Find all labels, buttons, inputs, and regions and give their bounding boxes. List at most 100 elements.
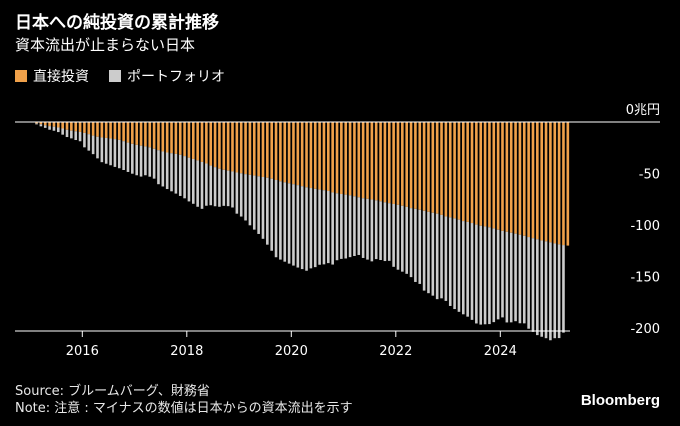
bar-portfolio	[252, 175, 256, 230]
bar-portfolio	[422, 210, 426, 291]
bar-direct-investment	[283, 122, 287, 183]
bar-direct-investment	[174, 122, 178, 154]
bloomberg-logo: Bloomberg	[580, 392, 660, 409]
bar-portfolio	[448, 217, 452, 306]
bar-direct-investment	[83, 122, 86, 133]
bar-direct-investment	[540, 122, 543, 241]
bar-direct-investment	[544, 122, 548, 242]
bar-direct-investment	[205, 122, 208, 164]
bar-portfolio	[505, 231, 509, 323]
bar-portfolio	[457, 219, 461, 312]
bar-direct-investment	[531, 122, 535, 239]
bar-portfolio	[492, 228, 496, 323]
bar-portfolio	[183, 156, 186, 199]
bar-portfolio	[540, 240, 543, 337]
bar-portfolio	[401, 205, 404, 272]
bar-portfolio	[544, 241, 548, 339]
bar-portfolio	[496, 229, 500, 320]
bar-portfolio	[109, 138, 112, 166]
bar-direct-investment	[322, 122, 326, 191]
bar-direct-investment	[183, 122, 186, 157]
bar-direct-investment	[274, 122, 278, 180]
bar-direct-investment	[139, 122, 143, 146]
bar-portfolio	[300, 186, 304, 270]
y-tick-label: -150	[630, 271, 660, 286]
bar-portfolio	[231, 171, 234, 208]
bar-portfolio	[261, 177, 265, 239]
bar-portfolio	[196, 160, 199, 207]
bar-portfolio	[113, 139, 117, 167]
x-tick-label: 2024	[484, 344, 517, 359]
bar-direct-investment	[109, 122, 112, 139]
bar-portfolio	[509, 232, 513, 323]
bar-direct-investment	[483, 122, 487, 227]
bar-portfolio	[257, 176, 260, 234]
bar-direct-investment	[370, 122, 374, 200]
bar-portfolio	[279, 181, 282, 260]
bar-direct-investment	[213, 122, 217, 168]
bar-portfolio	[91, 135, 95, 155]
legend-label-direct: 直接投資	[33, 69, 89, 85]
bar-portfolio	[170, 153, 173, 192]
x-tick-label: 2018	[170, 344, 203, 359]
bar-portfolio	[305, 187, 308, 271]
bar-portfolio	[161, 151, 165, 187]
bar-portfolio	[366, 198, 369, 260]
bar-portfolio	[148, 147, 152, 177]
footnote: Note: 注意 : マイナスの数値は日本からの資本流出を示す	[15, 401, 353, 416]
bar-direct-investment	[514, 122, 517, 234]
bar-direct-investment	[235, 122, 239, 173]
bar-portfolio	[100, 137, 104, 163]
bar-direct-investment	[78, 122, 82, 132]
bar-portfolio	[235, 172, 239, 214]
bar-portfolio	[274, 179, 278, 258]
bar-direct-investment	[457, 122, 461, 220]
bar-portfolio	[527, 237, 530, 329]
bar-portfolio	[518, 234, 522, 324]
bar-direct-investment	[361, 122, 365, 199]
bar-direct-investment	[488, 122, 491, 228]
bar-portfolio	[157, 150, 160, 185]
bar-direct-investment	[187, 122, 191, 158]
y-tick-label: 0兆円	[626, 103, 660, 118]
bar-direct-investment	[300, 122, 304, 187]
bar-portfolio	[205, 163, 208, 206]
bar-portfolio	[435, 213, 439, 300]
bar-direct-investment	[431, 122, 435, 213]
bar-direct-investment	[305, 122, 308, 188]
bar-direct-investment	[113, 122, 117, 140]
bars-group	[30, 122, 570, 341]
bar-direct-investment	[218, 122, 221, 169]
bar-direct-investment	[331, 122, 334, 193]
bar-portfolio	[200, 161, 204, 209]
bar-portfolio	[396, 204, 400, 270]
bar-portfolio	[374, 200, 378, 260]
bar-portfolio	[409, 208, 413, 278]
bar-direct-investment	[252, 122, 256, 176]
bar-direct-investment	[335, 122, 339, 194]
bar-direct-investment	[43, 122, 47, 126]
bar-portfolio	[414, 208, 417, 282]
bar-portfolio	[335, 193, 339, 261]
bar-portfolio	[39, 124, 43, 127]
bar-portfolio	[266, 177, 269, 245]
bar-direct-investment	[536, 122, 539, 240]
bar-portfolio	[379, 201, 382, 261]
bar-direct-investment	[200, 122, 204, 162]
bar-portfolio	[327, 191, 330, 264]
bar-portfolio	[226, 170, 230, 207]
bar-portfolio	[470, 223, 474, 320]
bar-direct-investment	[209, 122, 213, 166]
bar-portfolio	[104, 137, 108, 164]
bar-direct-investment	[257, 122, 260, 177]
bar-direct-investment	[440, 122, 443, 215]
bar-direct-investment	[65, 122, 69, 130]
bar-portfolio	[65, 129, 69, 138]
source-note: Source: ブルームバーグ、財務省	[15, 384, 210, 399]
bar-direct-investment	[496, 122, 500, 230]
x-tick-label: 2016	[66, 344, 99, 359]
bar-portfolio	[370, 199, 374, 262]
bar-portfolio	[483, 226, 487, 325]
bar-portfolio	[418, 209, 422, 284]
bar-portfolio	[96, 136, 99, 159]
